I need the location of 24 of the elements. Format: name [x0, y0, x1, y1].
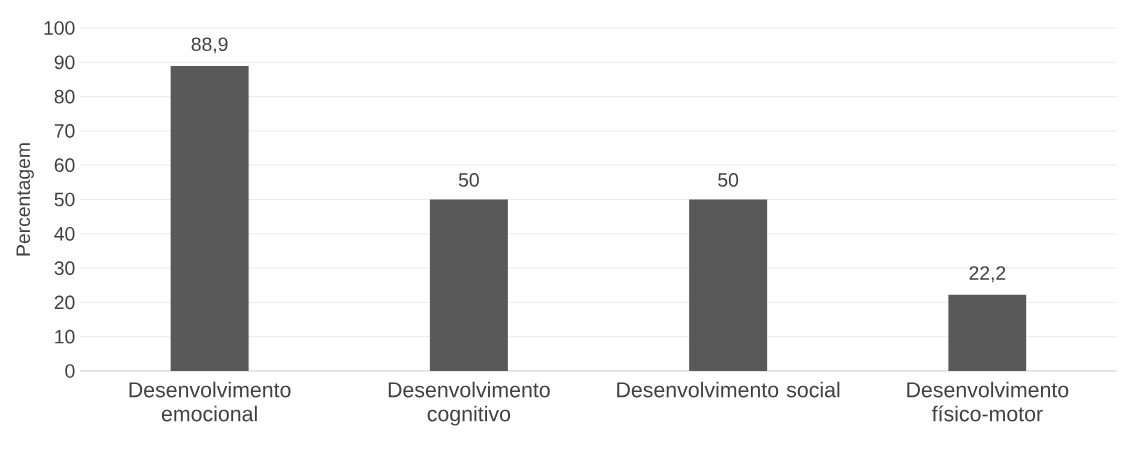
data-label: 50 — [718, 173, 739, 187]
y-tick-label: 60 — [54, 158, 75, 173]
data-label: 88,9 — [191, 37, 228, 54]
bar — [948, 294, 1027, 371]
bar — [689, 199, 768, 371]
y-tick-label: 70 — [54, 124, 75, 138]
y-tick-label: 30 — [54, 261, 75, 275]
x-tick-label: Desenvolvimento social — [617, 381, 840, 398]
y-tick-label: 100 — [44, 21, 75, 35]
y-tick-label: 50 — [54, 192, 75, 207]
bar — [170, 66, 249, 371]
y-tick-label: 0 — [65, 364, 75, 378]
y-tick-label: 20 — [54, 295, 75, 310]
x-tick-label: Desenvolvimento cognitivo — [388, 381, 550, 426]
y-tick-label: 80 — [54, 89, 75, 104]
data-label: 50 — [458, 173, 479, 187]
y-tick-label: 10 — [55, 329, 75, 344]
data-label: 22,2 — [969, 266, 1006, 283]
bar — [429, 199, 508, 371]
y-axis-title: Percentagem — [16, 143, 34, 256]
x-tick-label: Desenvolvimento físico-motor — [907, 381, 1069, 422]
y-tick-label: 40 — [54, 226, 75, 241]
x-tick-label: Desenvolvimento emocional — [129, 381, 291, 422]
y-tick-label: 90 — [54, 55, 75, 70]
